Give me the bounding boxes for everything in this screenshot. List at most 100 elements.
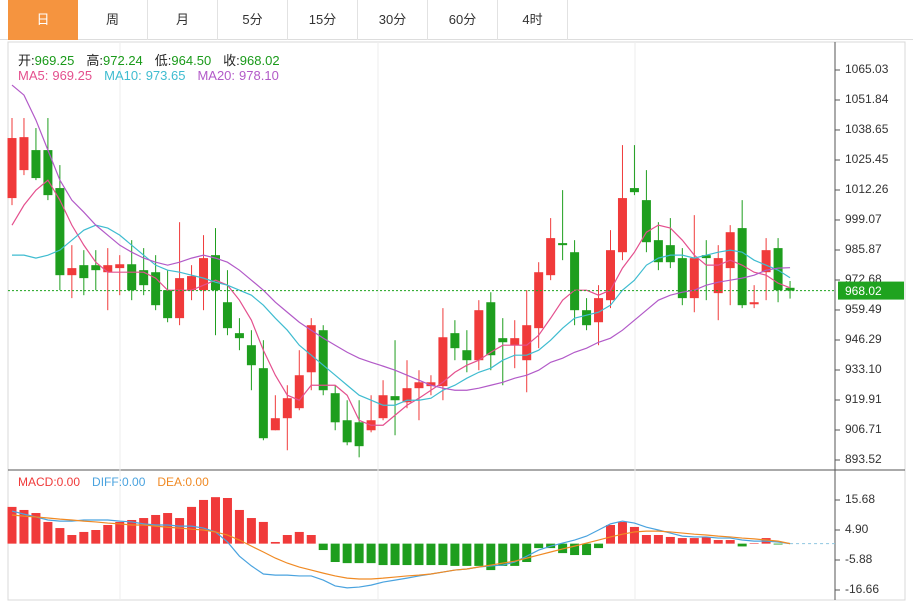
legend-value: 978.10 xyxy=(239,68,279,83)
candle-body xyxy=(582,310,592,326)
macd-bar xyxy=(629,526,639,544)
candle-body xyxy=(677,258,687,299)
ohlc-value: 969.25 xyxy=(34,53,75,68)
ohlc-label: 高: xyxy=(86,53,104,68)
period-tab[interactable]: 30分 xyxy=(358,0,428,40)
period-tab[interactable]: 15分 xyxy=(288,0,358,40)
legend-item: DIFF:0.00 xyxy=(92,475,145,489)
period-tab[interactable]: 5分 xyxy=(218,0,288,40)
macd-bar xyxy=(246,518,256,544)
candle-body xyxy=(665,245,675,263)
candle-body xyxy=(127,264,137,291)
y-tick-label: 1065.03 xyxy=(845,62,889,76)
period-tab[interactable]: 4时 xyxy=(498,0,568,40)
candle-body xyxy=(103,265,113,273)
candle-body xyxy=(606,250,615,301)
y-tick-label: 1038.65 xyxy=(845,122,889,136)
y-tick-label: 946.29 xyxy=(845,332,882,346)
candle-body xyxy=(163,290,173,319)
y-tick-label: 959.49 xyxy=(845,302,882,316)
macd-bar xyxy=(641,535,651,544)
y-tick-label: 893.52 xyxy=(845,452,882,466)
candle-body xyxy=(342,420,352,443)
macd-bar xyxy=(127,519,137,544)
period-tab[interactable]: 60分 xyxy=(428,0,498,40)
y-tick-label: 1051.84 xyxy=(845,92,889,106)
ohlc-label: 低: xyxy=(154,53,172,68)
line xyxy=(12,224,791,406)
ohlc-item: 低:964.50 xyxy=(155,50,211,69)
legend-item: DEA:0.00 xyxy=(157,475,208,489)
candle-body xyxy=(31,150,41,179)
candle-body xyxy=(402,388,412,403)
macd-bar xyxy=(282,535,292,544)
macd-bar xyxy=(7,506,17,544)
macd-bar xyxy=(665,536,675,544)
legend-value: 969.25 xyxy=(52,68,93,83)
period-tab[interactable]: 周 xyxy=(78,0,148,40)
candle-body xyxy=(43,150,53,196)
candle-body xyxy=(558,243,568,246)
candle-body xyxy=(522,325,532,361)
macd-bar xyxy=(306,535,316,544)
macd-bar xyxy=(438,543,448,566)
macd-bar xyxy=(653,535,663,544)
line xyxy=(11,179,791,426)
candle-body xyxy=(91,265,101,271)
macd-bar xyxy=(498,543,508,566)
candle-body xyxy=(749,302,759,305)
macd-bar xyxy=(210,497,220,544)
macd-bar xyxy=(330,543,340,563)
macd-bar xyxy=(294,531,304,544)
ohlc-legend: 开:969.25 高:972.24 低:964.50 收:968.02 xyxy=(18,50,280,69)
macd-bar xyxy=(713,540,723,544)
period-tab[interactable]: 日 xyxy=(8,0,78,40)
candle-body xyxy=(67,268,77,276)
line xyxy=(11,510,791,589)
macd-bar xyxy=(366,543,376,564)
candle-body xyxy=(785,287,795,291)
legend-item: MA10: 973.65 xyxy=(104,68,185,83)
frame xyxy=(7,41,906,601)
macd-bar xyxy=(79,531,89,544)
macd-bar xyxy=(725,540,735,544)
candle-body xyxy=(282,398,292,419)
macd-bar xyxy=(378,543,388,566)
y-tick-label: 906.71 xyxy=(845,422,882,436)
candle-body xyxy=(222,302,232,329)
candle-body xyxy=(354,422,364,447)
ohlc-label: 开: xyxy=(18,53,35,68)
candle-body xyxy=(761,250,771,273)
legend-name: MA10: xyxy=(104,68,142,83)
ma-legend: MA5: 969.25 MA10: 973.65 MA20: 978.10 xyxy=(18,68,279,83)
macd-bar xyxy=(31,513,41,544)
macd-bar xyxy=(43,521,53,544)
ohlc-value: 972.24 xyxy=(103,53,143,68)
candle-body xyxy=(390,396,400,401)
legend-value: 0.00 xyxy=(122,475,146,489)
candle-body xyxy=(19,137,29,171)
candle-body xyxy=(689,258,699,299)
candle-body xyxy=(534,272,544,329)
ohlc-item: 收:968.02 xyxy=(223,50,279,69)
candle-body xyxy=(306,325,316,373)
candle-body xyxy=(701,255,711,259)
macd-bar xyxy=(689,538,699,544)
y-tick-label: 1025.45 xyxy=(845,152,889,166)
macd-bar xyxy=(582,543,592,556)
y-tick-label: -5.88 xyxy=(845,552,873,566)
macd-bar xyxy=(486,543,496,571)
macd-bar xyxy=(414,543,424,566)
candle-body xyxy=(653,240,663,263)
candle-body xyxy=(474,310,484,361)
macd-bar xyxy=(617,521,627,544)
y-tick-label: 4.90 xyxy=(845,522,869,536)
legend-item: MACD:0.00 xyxy=(18,475,80,489)
period-tabs: 日周月 5分 15分 30分 60分 4时 xyxy=(0,0,913,40)
period-tab[interactable]: 月 xyxy=(148,0,218,40)
macd-bar xyxy=(390,543,400,566)
y-tick-label: -16.66 xyxy=(845,582,879,596)
macd-bar xyxy=(115,521,125,544)
y-tick-label: 999.07 xyxy=(845,212,882,226)
y-tick-label: 933.10 xyxy=(845,362,882,376)
